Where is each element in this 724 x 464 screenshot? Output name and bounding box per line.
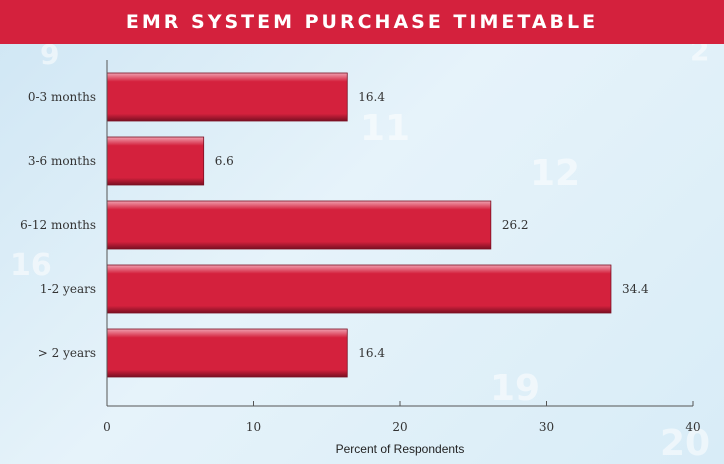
background-calendar-number: 16 xyxy=(10,248,52,283)
category-label-0: 0-3 months xyxy=(28,90,96,104)
background-calendar-number: 2 xyxy=(690,44,709,67)
background-calendar-decoration: 9 11 12 16 19 20 2 xyxy=(10,44,710,464)
background-calendar-number: 19 xyxy=(490,368,540,409)
category-label-2: 6-12 months xyxy=(20,218,96,232)
category-label-4: > 2 years xyxy=(38,346,96,360)
background-calendar-number: 20 xyxy=(660,423,710,464)
value-label-3: 34.4 xyxy=(622,282,649,296)
x-tick-label-3: 30 xyxy=(539,420,554,434)
bar-0 xyxy=(106,72,348,122)
x-tick-label-1: 10 xyxy=(246,420,261,434)
category-label-1: 3-6 months xyxy=(28,154,96,168)
x-tick-label-2: 20 xyxy=(392,420,407,434)
value-label-0: 16.4 xyxy=(358,90,385,104)
x-tick-label-0: 0 xyxy=(103,420,111,434)
background-calendar-number: 9 xyxy=(40,44,59,71)
x-axis-title: Percent of Respondents xyxy=(336,442,465,456)
category-label-3: 1-2 years xyxy=(40,282,96,296)
chart-title: EMR SYSTEM PURCHASE TIMETABLE xyxy=(125,11,599,33)
value-label-1: 6.6 xyxy=(215,154,234,168)
bar-1 xyxy=(106,136,205,186)
title-band: EMR SYSTEM PURCHASE TIMETABLE xyxy=(0,0,724,44)
bar-3 xyxy=(106,264,612,314)
background-calendar-number: 11 xyxy=(360,108,410,149)
x-tick-label-4: 40 xyxy=(685,420,700,434)
bar-4 xyxy=(106,328,348,378)
background-calendar-number: 12 xyxy=(530,153,580,194)
value-label-4: 16.4 xyxy=(358,346,385,360)
chart-plot: 9 11 12 16 19 20 2 0-3 months 16.4 3-6 months 6.6 6… xyxy=(10,44,710,464)
value-label-2: 26.2 xyxy=(502,218,529,232)
bar-2 xyxy=(106,200,492,250)
